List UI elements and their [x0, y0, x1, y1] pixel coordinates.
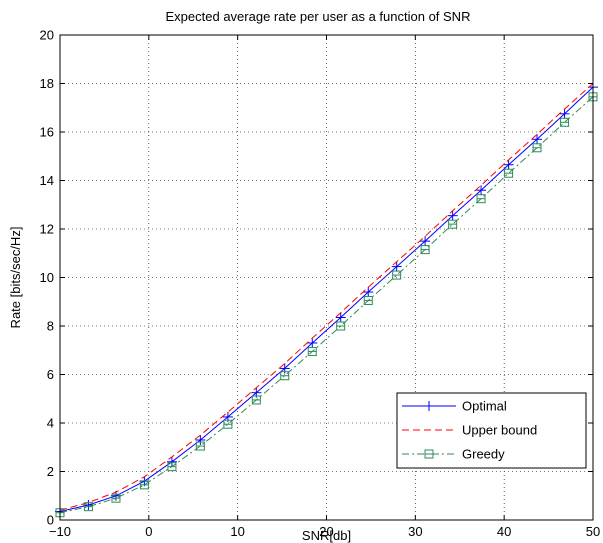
- data-point: [559, 108, 570, 119]
- y-tick-label: 16: [40, 125, 54, 140]
- series-layer: [55, 82, 598, 518]
- data-point: [420, 236, 431, 247]
- data-point: [420, 245, 430, 255]
- data-point: [532, 134, 543, 145]
- data-point: [363, 296, 373, 306]
- y-axis-label: Rate [bits/sec/Hz]: [8, 227, 23, 329]
- legend-label: Upper bound: [462, 423, 537, 438]
- series-line: [59, 96, 594, 514]
- data-point: [560, 117, 570, 127]
- data-point: [139, 480, 149, 490]
- legend: Optimal Upper bound Greedy: [396, 392, 587, 469]
- data-point: [195, 434, 206, 445]
- data-point: [335, 312, 346, 323]
- x-axis-label: SNR[db]: [302, 528, 351, 543]
- legend-item: Upper bound: [402, 423, 537, 438]
- legend-item: Greedy: [402, 447, 505, 462]
- y-tick-label: 0: [47, 513, 54, 528]
- series-line: [59, 86, 594, 512]
- data-point: [448, 219, 458, 229]
- data-point: [307, 337, 318, 348]
- x-tick-label: 50: [586, 524, 600, 539]
- x-tick-label: 30: [408, 524, 422, 539]
- y-tick-label: 18: [40, 76, 54, 91]
- legend-marker: [424, 401, 434, 411]
- legend-item: Optimal: [402, 399, 507, 414]
- legend-label: Greedy: [462, 447, 505, 462]
- data-point: [83, 502, 93, 512]
- y-tick-label: 20: [40, 28, 54, 43]
- x-tick-label: 0: [145, 524, 152, 539]
- series-greedy: [55, 92, 598, 518]
- legend-label: Optimal: [462, 399, 507, 414]
- y-tick-label: 4: [47, 416, 54, 431]
- data-point: [532, 143, 542, 153]
- x-tick-label: 10: [230, 524, 244, 539]
- x-tick-label: 20: [319, 524, 333, 539]
- data-point: [111, 493, 121, 503]
- data-point: [166, 456, 177, 467]
- y-tick-label: 8: [47, 319, 54, 334]
- data-point: [503, 159, 514, 170]
- data-point: [307, 346, 317, 356]
- data-point: [336, 321, 346, 331]
- data-point: [363, 287, 374, 298]
- y-tick-label: 14: [40, 173, 54, 188]
- x-tick-label: 40: [497, 524, 511, 539]
- data-point: [476, 194, 486, 204]
- data-point: [476, 185, 487, 196]
- y-tick-label: 2: [47, 464, 54, 479]
- y-tick-label: 6: [47, 367, 54, 382]
- data-point: [391, 261, 402, 272]
- legend-marker: [424, 449, 434, 459]
- data-point: [504, 168, 514, 178]
- y-tick-label: 12: [40, 222, 54, 237]
- data-point: [280, 371, 290, 381]
- data-point: [167, 462, 177, 472]
- data-point: [392, 270, 402, 280]
- data-point: [223, 419, 233, 429]
- chart-title: Expected average rate per user as a func…: [166, 9, 471, 24]
- data-point: [447, 210, 458, 221]
- data-point: [83, 499, 94, 510]
- data-point: [195, 441, 205, 451]
- data-point: [251, 395, 261, 405]
- x-tick-label: −10: [49, 524, 71, 539]
- y-tick-label: 10: [40, 270, 54, 285]
